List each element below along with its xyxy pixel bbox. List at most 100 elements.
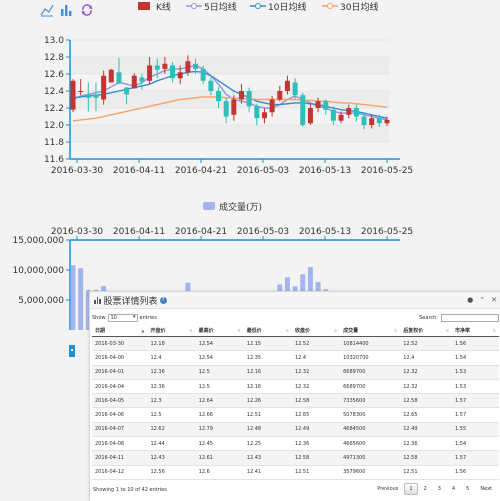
candle-body [254,106,260,119]
column-header[interactable]: 开盘价 ⇅ [147,325,196,337]
page-button-5[interactable]: 5 [466,486,470,492]
legend-item-label: 5日均线 [204,1,237,13]
previous-page-button[interactable]: Previous [377,486,399,492]
next-page-button[interactable]: Next [480,486,492,492]
candle-body [376,118,382,124]
column-header-label: 收盘价 [294,328,310,334]
line-chart-icon[interactable] [40,2,54,17]
column-header[interactable]: 日期 ▲ [92,325,148,337]
column-header[interactable]: 成交量 ⇅ [340,325,401,337]
panel-title: 股票详情列表 [103,296,158,307]
page-button-3[interactable]: 3 [437,486,441,492]
table-cell: 12.16 [243,365,292,380]
table-cell: 2016-04-06 [92,407,148,423]
entries-select[interactable]: 10 [107,314,138,322]
table-row[interactable]: 2016-04-00 12.4 12.54 12.35 12.4 10320700 12.4… [92,350,499,366]
column-header-label: 成交量 [343,328,359,334]
search-input[interactable] [441,314,499,322]
candle-body [231,99,237,115]
candle-body [238,91,244,100]
sort-icon: ⇅ [189,328,193,333]
close-icon[interactable]: ✕ [491,296,497,304]
volume-x-tick-label: 2016-05-25 [361,227,413,237]
table-row[interactable]: 2016-04-04 12.36 12.5 12.16 12.32 6689700 12.3… [92,379,499,395]
table-info: Showing 1 to 10 of 42 entries [93,487,167,493]
candle-body [131,75,137,89]
candle-body [346,108,352,115]
candle-body [193,63,199,69]
table-cell: 2016-04-01 [92,365,148,380]
volume-legend-label: 成交量(万) [219,201,262,213]
table-cell: 12.43 [147,450,196,466]
candle-body [323,101,329,110]
sort-icon: ⇅ [393,328,398,333]
column-header[interactable]: 最高价 ⇅ [195,325,244,337]
candle-body [353,108,359,117]
table-cell: 12.51 [291,465,341,480]
x-tick-label: 2016-04-21 [175,166,227,176]
table-body: 2016-03-30 12.18 12.54 12.15 12.52 10814400 12… [92,336,499,480]
table-cell: 1.57 [452,393,499,409]
candle-body [101,75,107,100]
column-header[interactable]: 市净率 ⇅ [452,325,499,337]
table-row[interactable]: 2016-04-06 12.5 12.66 12.51 12.65 5078300 12.6… [92,407,499,423]
table-cell: 5078300 [340,407,401,423]
table-cell: 12.32 [400,365,452,380]
table-cell: 12.4 [400,350,452,366]
candle-body [85,94,91,98]
table-row[interactable]: 2016-04-01 12.36 12.5 12.16 12.32 6689700 12.3… [92,365,499,380]
bar-chart-icon[interactable] [60,2,74,16]
side-toggle-tab[interactable] [69,345,75,357]
candle-body [223,101,229,117]
show-label: Show [92,315,106,321]
table-cell: 1.56 [452,465,499,480]
table-cell: 12.79 [195,422,244,438]
candle-body [200,68,206,81]
table-cell: 12.56 [147,465,196,480]
candle-body [315,101,321,108]
table-row[interactable]: 2016-04-07 12.62 12.79 12.48 12.49 4684500 12.… [92,422,499,438]
x-tick-label: 2016-05-25 [361,166,413,176]
column-header-label: 市净率 [455,328,471,334]
legend-line-marker [255,3,261,9]
table-cell: 12.54 [195,350,244,366]
table-cell: 12.5 [147,407,196,423]
table-cell: 12.4 [291,350,341,366]
table-cell: 12.51 [243,407,292,423]
sort-icon: ⇅ [492,328,496,333]
column-header[interactable]: 最低价 ⇅ [243,325,292,337]
table-cell: 12.54 [195,336,244,352]
page-button-1[interactable]: 1 [404,483,418,495]
table-row[interactable]: 2016-04-12 12.56 12.6 12.41 12.51 3579600 12.5… [92,465,499,480]
table-cell: 1.54 [452,436,499,452]
table-row[interactable]: 2016-03-30 12.18 12.54 12.15 12.52 10814400 12… [92,336,499,352]
help-icon[interactable]: ? [159,296,167,304]
page-button-2[interactable]: 2 [423,486,427,492]
table-cell: 12.43 [243,450,292,466]
stock-detail-panel: 股票详情列表 ? ● ⌃ ✕ Show 10 entries Search: 日… [89,291,500,501]
table-row[interactable]: 2016-04-11 12.43 12.61 12.43 12.58 4971300 12.… [92,450,499,466]
table-cell: 12.4 [147,350,196,366]
y-tick-label: 12.6 [44,70,64,80]
candle-body [216,91,222,102]
table-row[interactable]: 2016-04-08 12.44 12.45 12.25 12.36 4665600 12.… [92,436,499,452]
table-cell: 12.16 [243,379,292,395]
y-tick-label: 12.0 [44,121,64,131]
table-cell: 12.44 [147,436,196,452]
column-header[interactable]: 后复权价 ⇅ [400,325,452,337]
volume-x-tick-label: 2016-05-03 [237,227,289,237]
sort-icon: ⇅ [237,328,241,333]
page-button-4[interactable]: 4 [451,486,456,492]
table-cell: 12.65 [291,407,341,423]
table-cell: 12.66 [195,407,244,423]
table-cell: 7335600 [340,393,401,409]
eye-icon[interactable]: ● [467,296,474,304]
table-row[interactable]: 2016-04-05 12.3 12.64 12.26 12.58 7335600 12.5… [92,393,499,409]
volume-x-tick-label: 2016-03-30 [51,227,104,237]
column-header[interactable]: 收盘价 ⇅ [291,325,341,337]
candle-body [78,91,84,92]
chevron-up-icon[interactable]: ⌃ [479,296,486,304]
volume-x-tick-label: 2016-05-13 [299,227,351,237]
refresh-icon[interactable] [80,2,94,16]
table-cell: 12.58 [291,393,341,409]
